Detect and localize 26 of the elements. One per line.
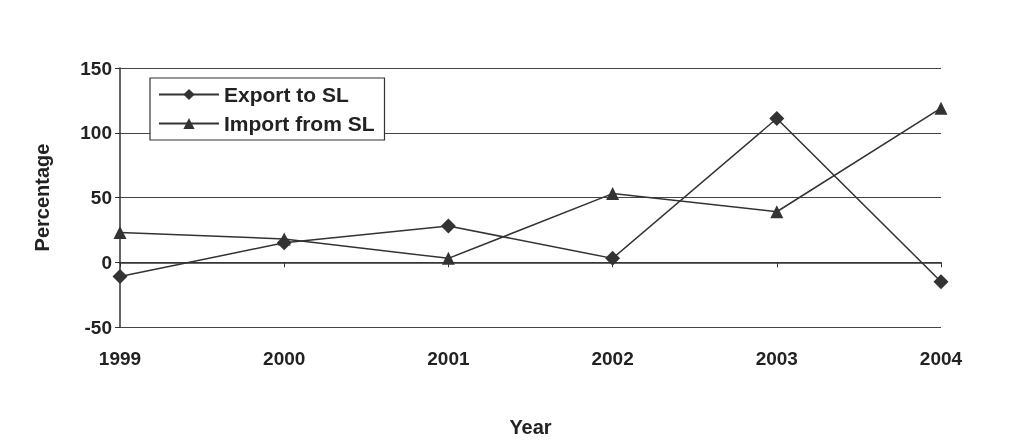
- x-tick-label: 2004: [919, 348, 963, 369]
- x-tick-label: 2000: [263, 348, 306, 369]
- point: [769, 111, 785, 126]
- y-axis-title: Percentage: [31, 143, 53, 252]
- point: [605, 250, 621, 266]
- point: [933, 274, 949, 290]
- legend-label: Export to SL: [224, 83, 349, 106]
- y-tick-label: 100: [80, 122, 112, 144]
- point: [934, 101, 948, 115]
- y-tick-label: 150: [80, 57, 112, 79]
- x-tick-label: 2003: [755, 348, 798, 369]
- point: [441, 251, 455, 265]
- y-tick-label: 50: [90, 187, 112, 208]
- y-tick-label: -50: [84, 316, 112, 338]
- point: [606, 187, 620, 201]
- point: [113, 225, 127, 239]
- point: [112, 268, 128, 284]
- point: [440, 218, 456, 234]
- legend-label: Import from SL: [224, 112, 375, 135]
- y-tick-label: 0: [101, 251, 112, 273]
- x-tick-label: 1999: [98, 348, 142, 369]
- x-axis-title: Year: [509, 416, 552, 438]
- point: [276, 235, 292, 251]
- x-tick-label: 2001: [427, 348, 470, 369]
- x-tick-label: 2002: [591, 348, 634, 369]
- point: [770, 205, 784, 219]
